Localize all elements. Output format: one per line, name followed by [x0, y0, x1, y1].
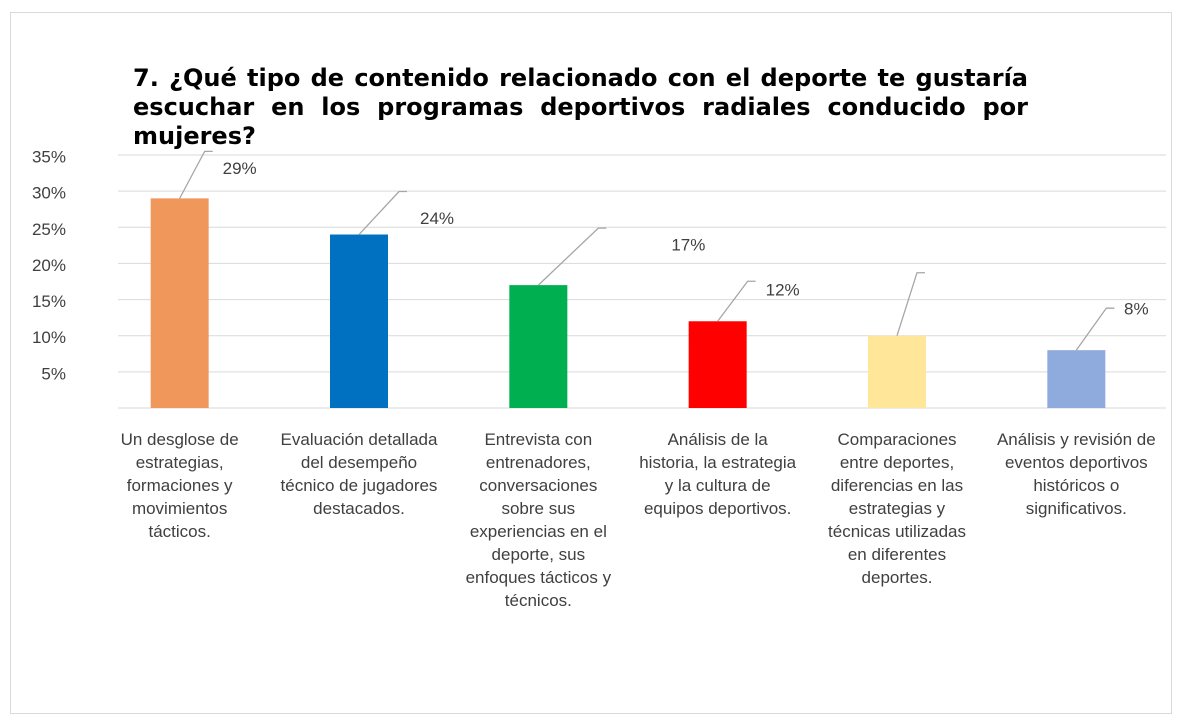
- page: 5% 10% 15% 20% 25% 30% 35% 29% 24% 17% 12% 8% 7. ¿Q…: [10, 12, 1172, 714]
- bar: [1047, 350, 1106, 408]
- leader-line: [717, 280, 756, 322]
- x-tick-label: Evaluación detallada del desempeño técni…: [280, 430, 438, 518]
- x-tick-label: Comparaciones entre deportes, diferencia…: [828, 430, 966, 587]
- leader-line: [358, 190, 407, 235]
- y-tick-label: 15%: [32, 292, 66, 311]
- y-tick-label: 10%: [32, 328, 66, 347]
- x-tick-label: Análisis de la historia, la estrategia y…: [639, 430, 797, 518]
- data-label: 24%: [420, 209, 454, 228]
- x-tick-label: Entrevista con entrenadores, conversacio…: [465, 430, 612, 610]
- chart-title: 7. ¿Qué tipo de contenido relacionado co…: [133, 64, 1028, 150]
- leader-line: [1075, 307, 1115, 351]
- leader-line: [179, 150, 213, 199]
- leader-line: [537, 227, 607, 286]
- chart: 5% 10% 15% 20% 25% 30% 35% 29% 24% 17% 12% 8%: [32, 147, 1166, 409]
- data-label: 17%: [671, 236, 705, 255]
- data-label: 8%: [1124, 300, 1149, 319]
- leader-line: [896, 272, 925, 336]
- data-label: 29%: [223, 159, 257, 178]
- y-tick-label: 35%: [32, 147, 66, 166]
- data-label: 12%: [766, 281, 800, 300]
- y-tick-label: 30%: [32, 184, 66, 203]
- bar: [330, 234, 388, 408]
- bar: [688, 321, 747, 408]
- bar: [150, 198, 209, 408]
- x-tick-label: Un desglose de estrategias, formaciones …: [120, 430, 239, 541]
- y-tick-label: 5%: [41, 364, 66, 383]
- y-tick-label: 20%: [32, 256, 66, 275]
- bar: [509, 285, 568, 408]
- x-tick-label: Análisis y revisión de eventos deportivo…: [996, 430, 1156, 518]
- y-tick-label: 25%: [32, 220, 66, 239]
- bar: [868, 335, 926, 408]
